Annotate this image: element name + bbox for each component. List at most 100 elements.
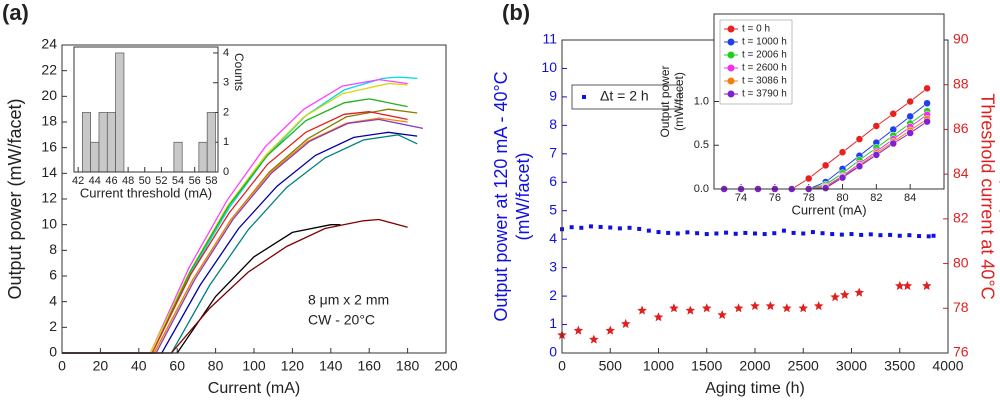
dot-marker: [666, 230, 671, 235]
plot-1: 42 44 46 48 50 52 54 56 58 0 1 2 3 4 Current threshold…: [72, 46, 246, 200]
x-tick-label: 500: [599, 358, 623, 374]
dot-marker: [704, 232, 709, 237]
y2-tick-label: 0: [223, 166, 229, 178]
y2-tick-label: 88: [953, 75, 969, 91]
star-marker: [854, 287, 864, 297]
star-marker: [798, 303, 808, 313]
star-marker: [637, 305, 647, 315]
plot-0: 0 20 40 60 80 100 120 140 160 180 2000246810121416…: [2, 0, 458, 397]
star-marker: [922, 280, 932, 290]
dot-marker: [714, 231, 719, 236]
y-tick-label: 24: [41, 36, 57, 52]
series-line: [62, 111, 408, 354]
dot-marker: [830, 232, 835, 237]
y-tick-label: 11: [542, 31, 557, 47]
y2-tick-label: 80: [953, 254, 969, 270]
y2-tick-label: 4: [223, 47, 229, 59]
legend-box: [571, 84, 681, 110]
legend-label: Δt = 2 h: [600, 88, 649, 104]
series-line: [62, 131, 418, 354]
annotation: CW - 20°C: [308, 312, 375, 328]
dot-marker: [685, 230, 690, 235]
series-marker: [889, 139, 898, 148]
dot-marker: [598, 224, 603, 229]
x-tick-label: 3500: [884, 358, 915, 374]
dot-marker: [781, 228, 786, 233]
star-marker: [813, 301, 824, 311]
series-line: [62, 118, 424, 354]
dot-marker: [859, 232, 864, 237]
x-tick-label: 46: [105, 175, 117, 187]
y2-tick-label: 82: [953, 210, 969, 226]
series-marker: [906, 112, 914, 121]
y-tick-label: 1: [549, 315, 557, 331]
dot-marker: [733, 231, 738, 236]
series-marker: [906, 97, 914, 106]
y2-tick-label: 2: [223, 106, 229, 118]
plot-3: 74 76 78 80 82 84 0.0 0.5 1.0 Current (mA) Output …: [658, 13, 945, 217]
legend-marker: [727, 51, 735, 59]
series-line: [62, 224, 341, 354]
x-tick-label: 58: [205, 175, 217, 187]
y-tick-label: 8: [549, 116, 557, 132]
x-tick-label: 100: [242, 358, 266, 374]
x-tick-label: 0: [58, 358, 66, 374]
series-marker: [872, 151, 881, 159]
series-marker: [804, 174, 813, 183]
x-tick-label: 180: [396, 358, 420, 374]
dot-marker: [801, 231, 806, 236]
y-tick-label: 6: [49, 267, 57, 283]
y2-tick-label: 90: [953, 31, 969, 47]
star-marker: [702, 303, 712, 313]
series-marker: [855, 135, 864, 143]
y2-tick-label: 76: [953, 344, 969, 360]
dot-marker: [762, 232, 767, 237]
y-tick-label: 6: [549, 173, 557, 189]
dot-marker: [588, 224, 593, 229]
x-tick-label: 54: [172, 175, 184, 187]
dot-marker: [675, 231, 680, 236]
dot-marker: [753, 231, 757, 236]
y-axis-label: (mW/facet): [672, 72, 686, 131]
series-marker: [923, 84, 931, 93]
star-marker: [653, 312, 664, 322]
histogram-bar: [98, 112, 108, 173]
dot-marker: [569, 225, 574, 230]
y2-axis-label: Counts: [232, 53, 246, 91]
panel-label: (a): [2, 0, 29, 25]
x-axis-label: Current (mA): [791, 202, 866, 217]
x-axis-label: Current (mA): [208, 380, 300, 397]
x-tick-label: 76: [769, 192, 781, 204]
axes-frame: [61, 44, 447, 354]
star-marker: [620, 318, 631, 328]
dot-marker: [926, 234, 931, 239]
dot-marker: [791, 230, 796, 235]
series-marker: [923, 99, 931, 107]
y-tick-label: 8: [49, 241, 57, 257]
y-tick-label: 0.0: [694, 183, 709, 195]
panel-label: (b): [502, 0, 530, 25]
star-marker: [830, 292, 840, 302]
y-tick-label: 1.0: [694, 95, 709, 107]
star-marker: [750, 301, 760, 311]
axes-frame: [73, 46, 219, 173]
y-tick-label: 12: [41, 190, 57, 206]
x-axis-label: Aging time (h): [705, 380, 805, 397]
y-tick-label: 2: [549, 287, 557, 303]
histogram-bar: [198, 141, 208, 173]
x-tick-label: 4000: [932, 358, 963, 374]
dot-marker: [743, 230, 748, 235]
x-tick-label: 160: [358, 358, 382, 374]
x-tick-label: 78: [803, 192, 815, 204]
y-tick-label: 9: [549, 88, 557, 104]
dot-marker: [888, 232, 893, 237]
dot-marker: [839, 232, 844, 237]
dot-marker: [772, 231, 777, 236]
y-axis-label: Output power at 120 mA - 40°C: [491, 71, 511, 321]
histogram-bar: [115, 52, 125, 173]
dot-marker: [695, 231, 700, 236]
y-tick-label: 14: [41, 164, 57, 180]
x-tick-label: 48: [122, 175, 134, 187]
star-marker: [717, 310, 727, 319]
